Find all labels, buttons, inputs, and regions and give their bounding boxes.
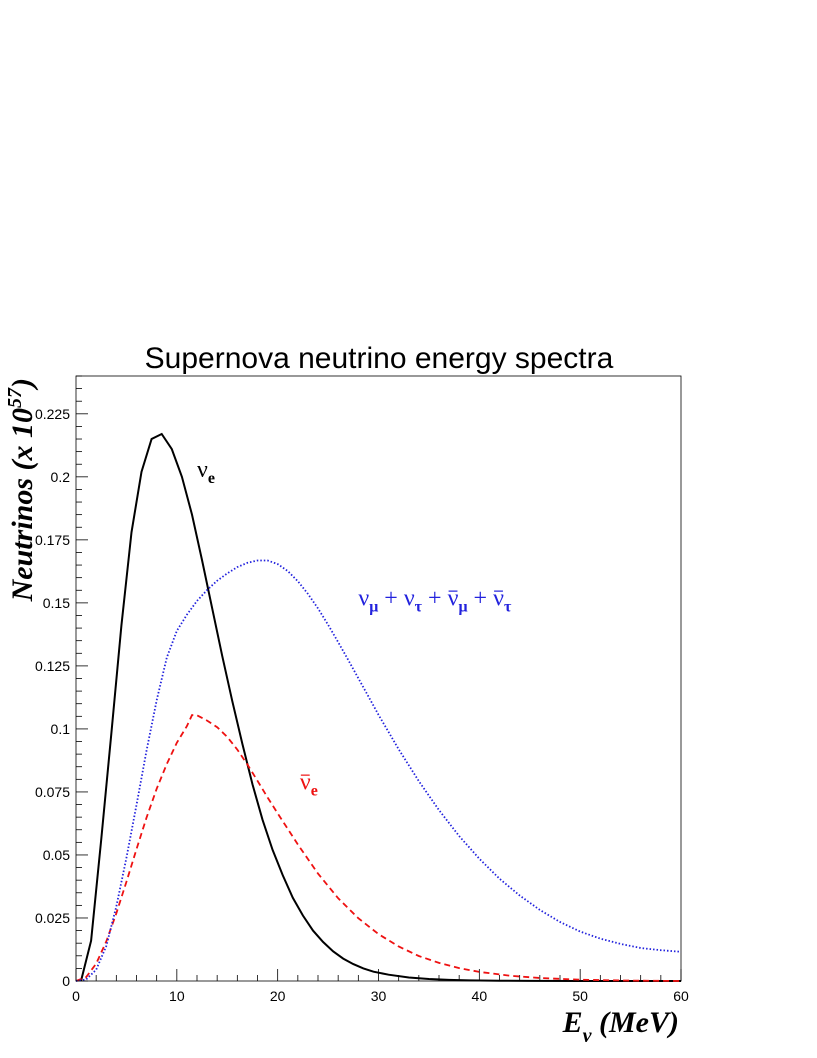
curve-label-part: ν	[197, 457, 208, 483]
y-tick-label: 0.2	[51, 469, 71, 485]
curve-label: νe	[300, 769, 318, 799]
series-line-dashed	[75, 714, 682, 982]
x-tick-label: 10	[169, 988, 185, 1004]
curve-label: νμ + ντ + νμ + ντ	[358, 585, 512, 615]
x-axis-label: Eν (MeV)	[562, 1006, 679, 1047]
y-tick-label: 0.075	[35, 784, 70, 800]
curve-label-part: +	[468, 585, 494, 611]
y-axis-label-rest: )	[6, 378, 39, 391]
x-tick-label: 40	[472, 988, 488, 1004]
curve-label: νe	[197, 457, 215, 487]
y-tick-label: 0.1	[51, 721, 71, 737]
x-axis-label-main: E	[562, 1006, 583, 1039]
curve-label-subscript: μ	[369, 598, 378, 615]
series-layer	[75, 432, 682, 982]
x-tick-label: 0	[72, 988, 80, 1004]
y-tick-label: 0.125	[35, 658, 70, 674]
curve-label-part: ν	[448, 585, 459, 611]
y-tick-label: 0.05	[43, 847, 70, 863]
curve-label-part: +	[378, 585, 404, 611]
curve-label-part: ν	[404, 585, 415, 611]
curve-label-part: ν	[358, 585, 369, 611]
x-tick-label: 50	[572, 988, 588, 1004]
y-tick-label: 0.025	[35, 910, 70, 926]
y-tick-label: 0.225	[35, 406, 70, 422]
curve-label-part: ν	[300, 769, 311, 795]
series-line-dotted	[75, 559, 682, 982]
y-tick-label: 0.175	[35, 532, 70, 548]
curve-label-part: +	[422, 585, 448, 611]
curve-label-subscript: μ	[458, 598, 467, 615]
x-axis-label-sub: ν	[583, 1025, 593, 1047]
y-tick-label: 0	[62, 973, 70, 989]
axis-layer: 0 10 20 30 40 50 60 0 0.025 0.05 0.075 0.1 0.125 0.15…	[35, 375, 689, 1004]
plot-frame	[75, 375, 682, 982]
y-tick-label: 0.15	[43, 595, 70, 611]
y-axis-label-main: Neutrinos (x 10	[6, 408, 39, 602]
curve-label-subscript: τ	[504, 598, 512, 615]
curve-label-subscript: e	[311, 782, 318, 799]
series-line-solid	[80, 432, 681, 982]
y-axis-label-sup: 57	[4, 387, 26, 408]
curve-label-subscript: e	[208, 470, 215, 487]
curve-label-part: ν	[493, 585, 504, 611]
x-axis-label-rest: (MeV)	[592, 1006, 679, 1039]
curve-label-subscript: τ	[415, 598, 423, 615]
x-tick-label: 60	[673, 988, 689, 1004]
chart-title: Supernova neutrino energy spectra	[145, 342, 614, 375]
x-tick-label: 20	[270, 988, 286, 1004]
y-axis-label: Neutrinos (x 1057)	[4, 378, 39, 602]
x-tick-label: 30	[371, 988, 387, 1004]
